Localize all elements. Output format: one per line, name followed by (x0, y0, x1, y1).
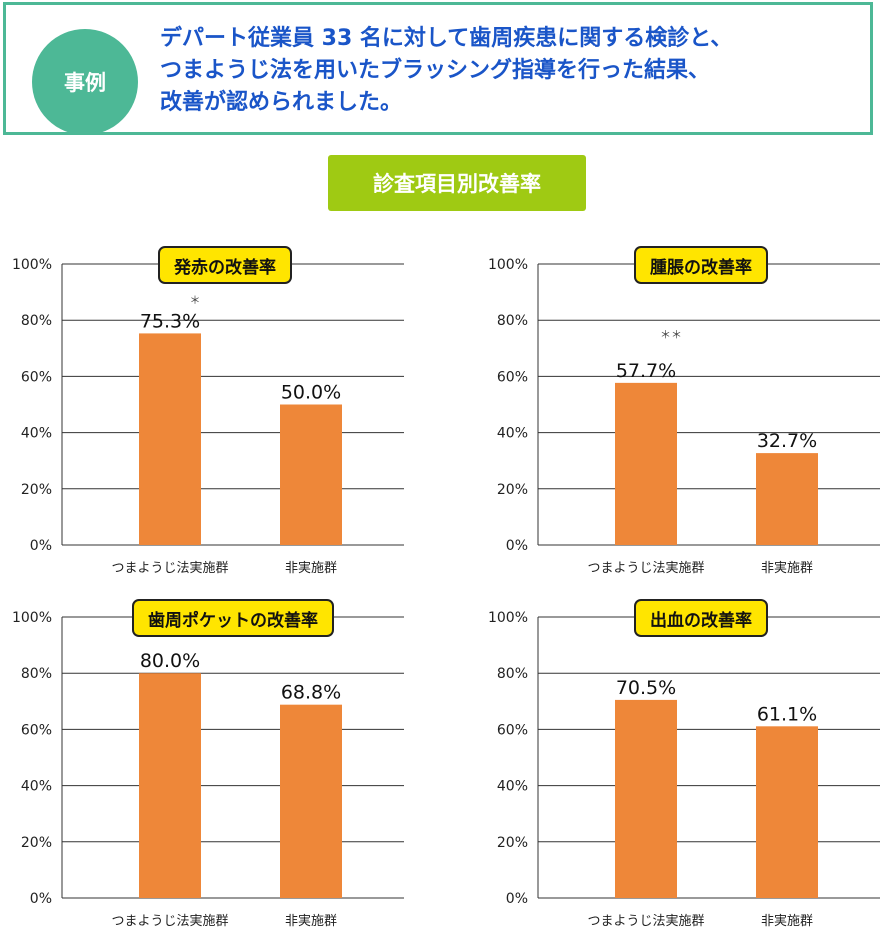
category-label: 非実施群 (761, 560, 813, 576)
category-label: 非実施群 (761, 913, 813, 929)
chart-swelling: 100% 80% 60% 40% 20% 0% 57.7% つまようじ法実施群 32.7% 非実施… (476, 246, 880, 586)
bar (139, 673, 201, 898)
bar (756, 726, 818, 898)
category-label: 非実施群 (285, 560, 337, 576)
bar (139, 333, 201, 545)
bar (615, 382, 677, 545)
data-label: 70.5% (616, 677, 676, 699)
chart-redness: 100% 80% 60% 40% 20% 0% 75.3% つまようじ法実施群 50.0% 非実施… (0, 246, 440, 586)
y-tick-label: 40% (497, 779, 528, 795)
data-label: 32.7% (757, 430, 817, 452)
y-tick-label: 80% (21, 313, 52, 329)
y-tick-label: 60% (497, 369, 528, 385)
category-label: つまようじ法実施群 (111, 560, 228, 576)
y-tick-label: 20% (497, 835, 528, 851)
category-label: つまようじ法実施群 (587, 560, 704, 576)
chart-redness-svg: 100% 80% 60% 40% 20% 0% 75.3% つまようじ法実施群 50.0% 非実施… (12, 257, 404, 576)
y-tick-label: 100% (12, 257, 52, 273)
y-tick-label: 40% (21, 426, 52, 442)
y-tick-label: 80% (497, 313, 528, 329)
chart-title: 発赤の改善率 (158, 246, 292, 284)
header-line-1: デパート従業員 33 名に対して歯周疾患に関する検診と、 (160, 26, 733, 51)
chart-bleeding: 100% 80% 60% 40% 20% 0% 70.5% つまようじ法実施群 61.1% 非実施… (476, 599, 880, 939)
data-label: 75.3% (140, 310, 200, 332)
category-label: 非実施群 (285, 913, 337, 929)
category-label: つまようじ法実施群 (111, 913, 228, 929)
chart-title: 出血の改善率 (634, 599, 768, 637)
significance-mark: ＊ (190, 293, 201, 306)
bar (756, 453, 818, 545)
chart-swelling-svg: 100% 80% 60% 40% 20% 0% 57.7% つまようじ法実施群 32.7% 非実施… (488, 257, 880, 576)
header-description: デパート従業員 33 名に対して歯周疾患に関する検診と、 つまようじ法を用いたブ… (160, 23, 865, 119)
y-tick-label: 60% (21, 369, 52, 385)
y-tick-label: 80% (21, 666, 52, 682)
y-tick-label: 0% (30, 891, 52, 907)
data-label: 68.8% (281, 682, 341, 704)
category-label: つまようじ法実施群 (587, 913, 704, 929)
y-tick-label: 60% (21, 722, 52, 738)
significance-mark: ＊＊ (660, 328, 682, 341)
header-line-2: つまようじ法を用いたブラッシング指導を行った結果、 (160, 58, 711, 83)
y-tick-label: 20% (497, 482, 528, 498)
y-tick-label: 80% (497, 666, 528, 682)
section-title: 診査項目別改善率 (328, 155, 586, 211)
y-tick-label: 40% (497, 426, 528, 442)
data-label: 61.1% (757, 703, 817, 725)
y-tick-label: 100% (488, 610, 528, 626)
chart-title: 歯周ポケットの改善率 (132, 599, 334, 637)
chart-bleeding-svg: 100% 80% 60% 40% 20% 0% 70.5% つまようじ法実施群 61.1% 非実施… (488, 610, 880, 929)
chart-periodontal-pocket-svg: 100% 80% 60% 40% 20% 0% 80.0% つまようじ法実施群 68.8% 非実施… (12, 610, 404, 929)
y-tick-label: 40% (21, 779, 52, 795)
data-label: 80.0% (140, 650, 200, 672)
y-tick-label: 100% (12, 610, 52, 626)
y-tick-label: 20% (21, 835, 52, 851)
chart-title: 腫脹の改善率 (634, 246, 768, 284)
bar (280, 704, 342, 898)
case-badge: 事例 (32, 29, 138, 135)
y-tick-label: 100% (488, 257, 528, 273)
data-label: 50.0% (281, 382, 341, 404)
header-box: 事例 デパート従業員 33 名に対して歯周疾患に関する検診と、 つまようじ法を用… (3, 2, 873, 135)
bar (615, 699, 677, 898)
data-label: 57.7% (616, 360, 676, 382)
chart-periodontal-pocket: 100% 80% 60% 40% 20% 0% 80.0% つまようじ法実施群 68.8% 非実施… (0, 599, 440, 939)
header-line-3: 改善が認められました。 (160, 90, 403, 115)
y-tick-label: 60% (497, 722, 528, 738)
bar (280, 404, 342, 545)
y-tick-label: 20% (21, 482, 52, 498)
y-tick-label: 0% (30, 538, 52, 554)
y-tick-label: 0% (506, 538, 528, 554)
y-tick-label: 0% (506, 891, 528, 907)
